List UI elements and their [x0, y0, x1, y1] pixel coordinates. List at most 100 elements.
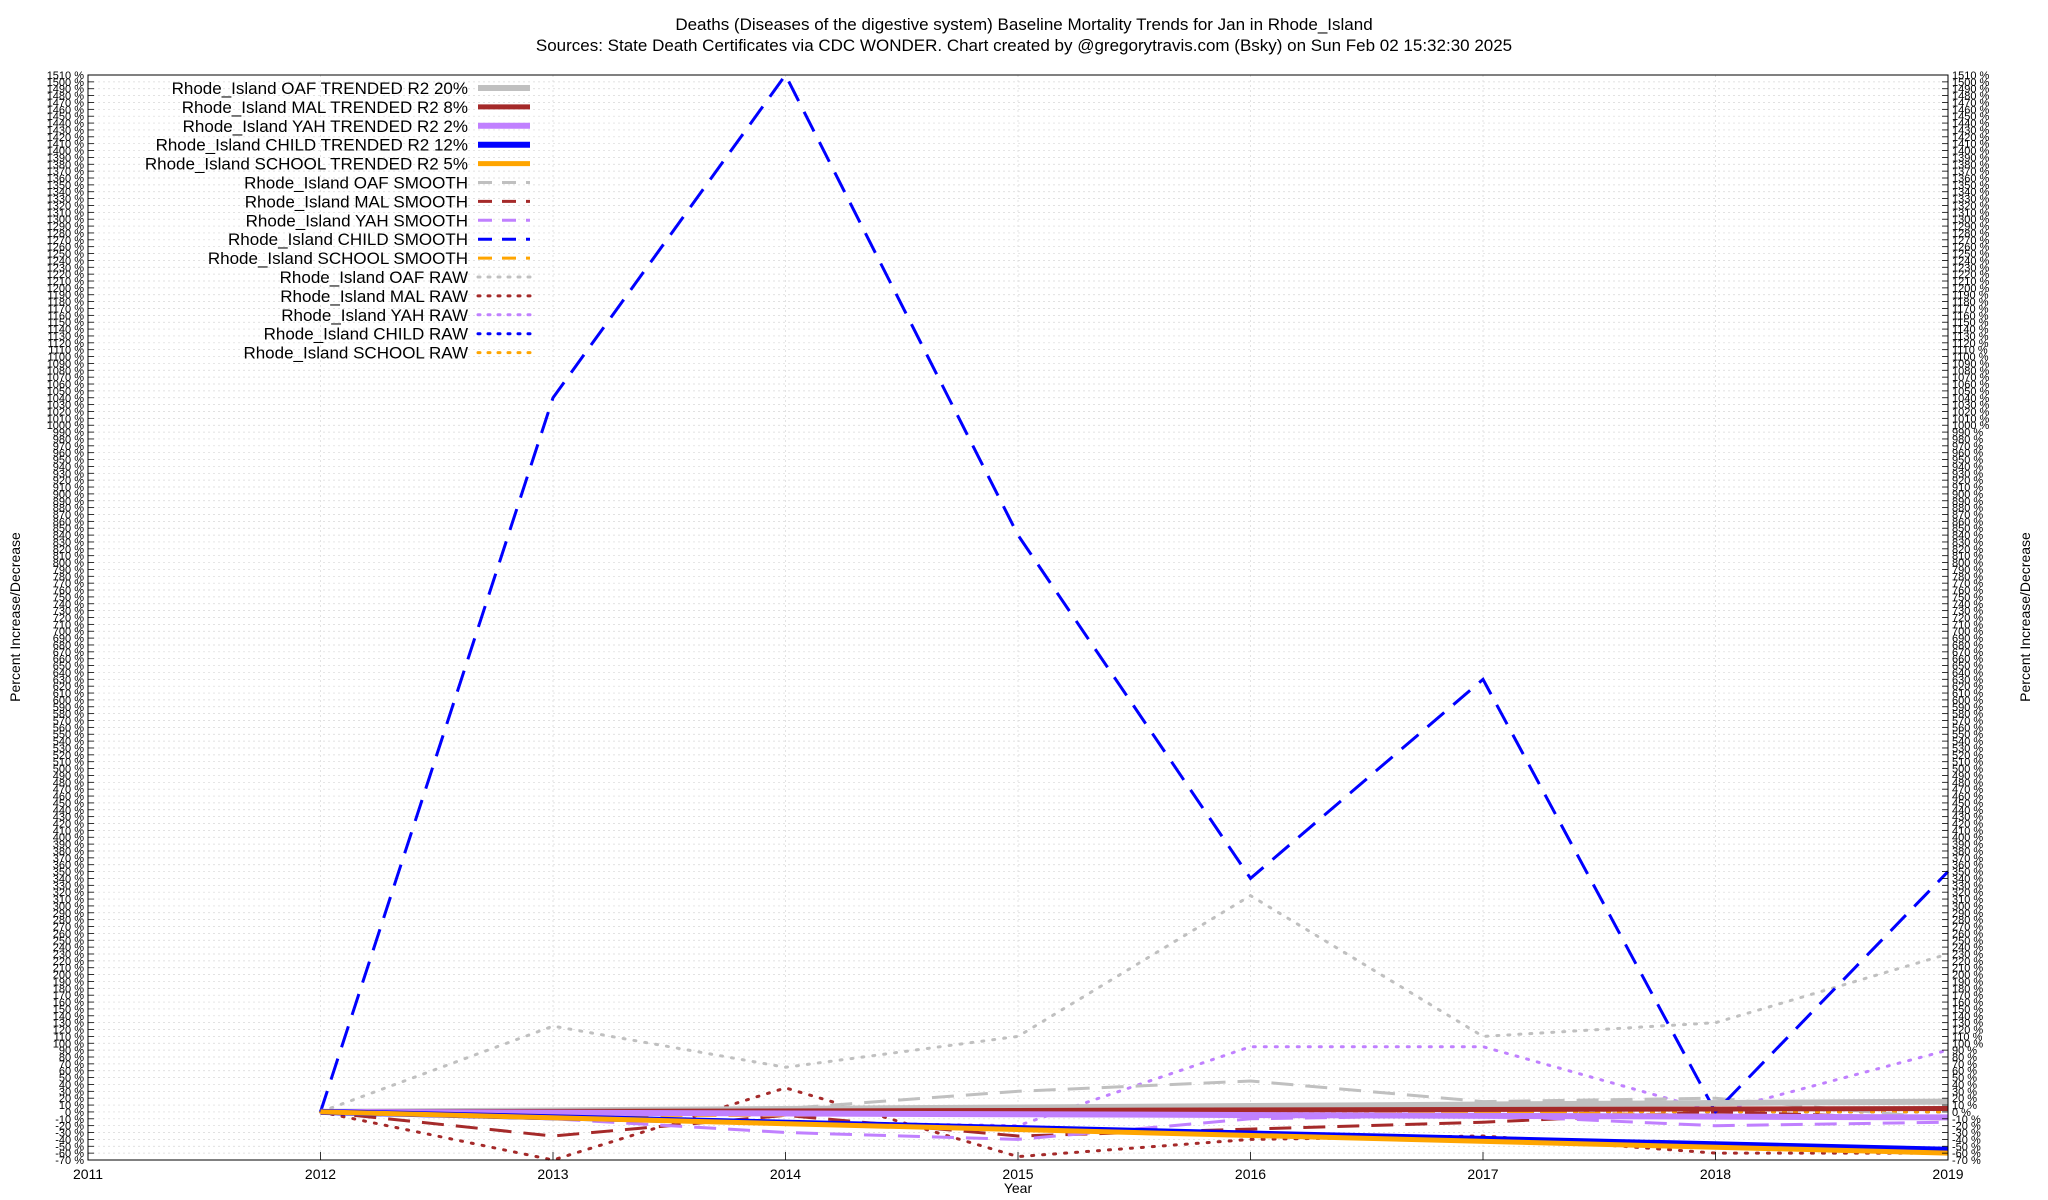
y-tick-label: 900 % [1952, 489, 1983, 501]
y-tick-label: 600 % [1952, 695, 1983, 707]
y-tick-label: 1450 % [1952, 111, 1990, 123]
legend-label: Rhode_Island YAH TRENDED R2 2% [183, 117, 468, 136]
y-tick-label: -50 % [55, 1141, 84, 1153]
y-tick-label: 1300 % [1952, 214, 1990, 226]
y-tick-label: 530 % [53, 743, 84, 755]
y-tick-label: 1250 % [47, 249, 85, 261]
y-tick-label: 1170 % [1952, 303, 1989, 315]
y-tick-label: 510 % [53, 757, 84, 769]
y-tick-label: 870 % [53, 509, 84, 521]
y-tick-label: 600 % [53, 695, 84, 707]
y-tick-label: 140 % [1952, 1011, 1983, 1023]
y-tick-label: 1500 % [47, 77, 85, 89]
y-tick-label: 1350 % [47, 180, 85, 192]
y-tick-label: 440 % [53, 805, 84, 817]
y-tick-label: 960 % [53, 448, 84, 460]
y-tick-label: 1030 % [1952, 400, 1990, 412]
y-tick-label: 480 % [1952, 777, 1983, 789]
y-tick-label: 740 % [1952, 599, 1983, 611]
y-tick-label: -60 % [55, 1148, 84, 1160]
y-tick-label: 1040 % [47, 393, 85, 405]
legend-label: Rhode_Island SCHOOL RAW [243, 344, 468, 363]
y-tick-label: 470 % [1952, 784, 1983, 796]
y-tick-label: 230 % [1952, 949, 1983, 961]
y-tick-label: 10 % [59, 1100, 84, 1112]
y-tick-label: 400 % [53, 832, 84, 844]
y-tick-label: 310 % [1952, 894, 1983, 906]
y-tick-label: 480 % [53, 777, 84, 789]
y-tick-label: 1010 % [47, 413, 85, 425]
y-tick-label: 450 % [53, 798, 84, 810]
y-tick-label: 170 % [1952, 990, 1983, 1002]
y-tick-label: 510 % [1952, 757, 1983, 769]
y-tick-label: 1230 % [1952, 262, 1990, 274]
y-tick-label: 610 % [1952, 688, 1983, 700]
y-tick-label: 380 % [53, 846, 84, 858]
y-tick-label: 1080 % [1952, 365, 1990, 377]
y-tick-label: 1020 % [1952, 406, 1990, 418]
y-tick-label: 490 % [1952, 770, 1983, 782]
y-tick-label: 640 % [1952, 667, 1983, 679]
y-tick-label: 580 % [53, 709, 84, 721]
y-tick-label: 1470 % [47, 97, 85, 109]
y-tick-label: 880 % [53, 503, 84, 515]
y-tick-label: 190 % [53, 976, 84, 988]
y-tick-label: 400 % [1952, 832, 1983, 844]
x-tick-label: 2014 [770, 1166, 801, 1182]
y-tick-label: 120 % [53, 1025, 84, 1037]
y-tick-label: 550 % [53, 729, 84, 741]
y-tick-label: 290 % [53, 908, 84, 920]
series-line [320, 1108, 1949, 1121]
y-tick-label: 1040 % [1952, 393, 1990, 405]
legend-label: Rhode_Island OAF RAW [280, 268, 468, 287]
legend-label: Rhode_Island CHILD RAW [264, 325, 468, 344]
y-tick-label: 1240 % [1952, 255, 1990, 267]
legend-label: Rhode_Island MAL RAW [280, 287, 468, 306]
x-axis-label: Year [1004, 1180, 1033, 1196]
y-tick-label: 1110 % [48, 345, 84, 357]
y-tick-label: 1180 % [48, 297, 85, 309]
y-tick-label: 1330 % [47, 194, 85, 206]
y-tick-label: 660 % [1952, 654, 1983, 666]
legend-label: Rhode_Island OAF SMOOTH [244, 174, 468, 193]
y-tick-label: 680 % [53, 640, 84, 652]
y-tick-label: 1090 % [1952, 358, 1990, 370]
y-tick-label: 1020 % [47, 406, 85, 418]
y-tick-label: 530 % [1952, 743, 1983, 755]
y-tick-label: 630 % [53, 674, 84, 686]
y-tick-label: 710 % [53, 619, 84, 631]
y-tick-label: 200 % [53, 970, 84, 982]
y-tick-label: 620 % [53, 681, 84, 693]
y-tick-label: 320 % [53, 887, 84, 899]
y-tick-label: 930 % [1952, 468, 1983, 480]
y-tick-label: 1120 % [1952, 338, 1989, 350]
y-tick-label: 1190 % [48, 290, 85, 302]
y-tick-label: 460 % [53, 791, 84, 803]
y-tick-label: 1270 % [47, 235, 85, 247]
series-group [319, 72, 1950, 1162]
y-tick-label: 1030 % [47, 400, 85, 412]
y-tick-label: 560 % [53, 722, 84, 734]
y-tick-label: 20 % [59, 1093, 84, 1105]
y-tick-label: 720 % [1952, 613, 1983, 625]
y-tick-label: 1200 % [1952, 283, 1990, 295]
y-tick-label: 1060 % [1952, 379, 1990, 391]
y-tick-label: 110 % [1952, 1031, 1983, 1043]
y-tick-label: -10 % [55, 1114, 84, 1126]
y-tick-label: 790 % [53, 564, 84, 576]
y-tick-label: 1510 % [1952, 70, 1990, 82]
y-tick-label: 550 % [1952, 729, 1983, 741]
y-tick-label: 490 % [53, 770, 84, 782]
y-tick-label: 1380 % [1952, 159, 1990, 171]
y-tick-label: 470 % [53, 784, 84, 796]
series-line [319, 893, 1950, 1114]
y-tick-label: 280 % [1952, 915, 1983, 927]
y-tick-label: 30 % [1952, 1086, 1977, 1098]
y-tick-label: 50 % [59, 1073, 84, 1085]
y-tick-label: 1090 % [47, 358, 85, 370]
y-tick-label: 1440 % [1952, 118, 1990, 130]
y-tick-label: 1400 % [47, 146, 85, 158]
series-line [319, 1086, 1950, 1162]
y-tick-label: 690 % [1952, 633, 1983, 645]
y-tick-label: 1080 % [47, 365, 85, 377]
